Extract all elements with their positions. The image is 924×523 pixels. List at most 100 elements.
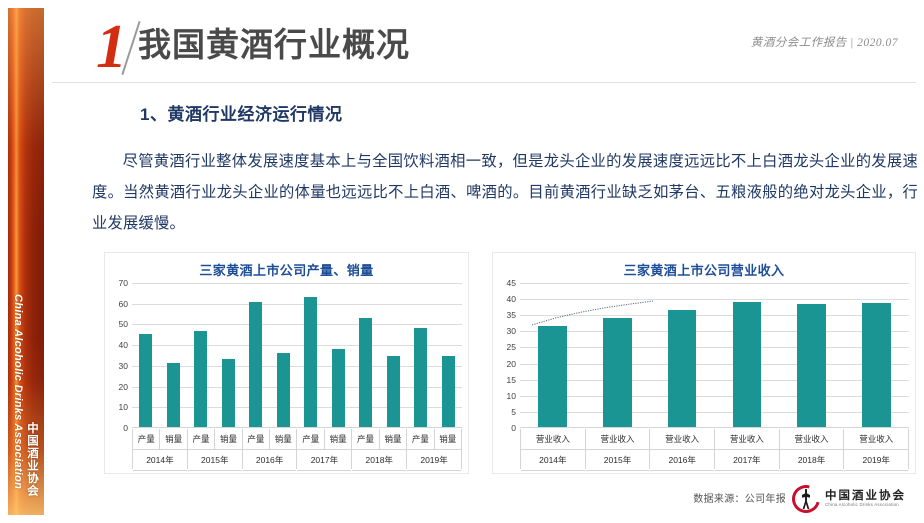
category-label: 产量 [192,434,210,444]
y-axis-tick: 0 [511,423,516,433]
bar-slot [352,283,380,427]
category-group: 营业收入 2016年 [649,429,715,471]
y-axis-tick: 25 [506,342,516,353]
y-axis-tick: 30 [506,326,516,337]
data-source-note: 数据来源：公司年报 [693,494,786,505]
y-axis-tick: 60 [118,298,128,309]
bar [602,318,632,427]
gridline [520,411,909,413]
category-group: 产量 销量 2016年 [241,429,297,471]
bar [441,355,455,427]
category-year-label: 2018年 [779,450,844,471]
bar [386,355,400,427]
gridline [132,324,462,326]
bar-slot [407,283,435,427]
logo-text-en: China Alcoholic Drinks Association [825,501,899,507]
category-group: 产量 销量 2019年 [406,429,462,471]
category-label: 产量 [247,434,265,444]
slide-header: 1 我国黄酒行业概况 黄酒分会工作报告 | 2020.07 [52,8,916,84]
category-year-label: 2016年 [242,450,297,471]
y-axis-tick: 10 [506,390,516,401]
chart-left-plot [132,283,462,428]
bar [304,296,318,427]
header-report-note: 黄酒分会工作报告 | 2020.07 [750,37,898,49]
body-paragraph: 尽管黄酒行业整体发展速度基本上与全国饮料酒相一致，但是龙头企业的发展速度远远比不… [92,153,918,232]
chart-right-title: 三家黄酒上市公司营业收入 [623,263,785,278]
y-axis-tick: 45 [506,278,516,288]
y-axis-tick: 40 [506,294,516,305]
header-divider [52,82,916,83]
bar-slot [779,283,844,427]
y-axis-tick: 10 [118,402,128,413]
association-logo: 中国酒业协会 China Alcoholic Drinks Associatio… [786,479,906,519]
category-label: 营业收入 [665,434,700,444]
y-axis-tick: 20 [118,381,128,392]
category-year-label: 2018年 [352,450,407,471]
bar [221,358,235,427]
bar-slot [520,283,585,427]
chart-left-bars [132,283,462,427]
category-group: 产量 销量 2014年 [132,429,187,471]
category-group: 产量 销量 2015年 [186,429,242,471]
bar-slot [297,283,325,427]
gridline [520,363,909,365]
bar [359,317,373,427]
bar [249,302,263,427]
association-logo-icon [786,479,826,519]
bar [862,302,891,427]
bar-slot [380,283,408,427]
gridline [132,303,462,305]
y-axis-tick: 50 [118,319,128,330]
category-label: 营业收入 [729,434,764,444]
brand-sidebar: China Alcoholic Drinks Association 中国酒业协… [8,8,44,515]
chart-right-bars [520,283,909,427]
y-axis-tick: 15 [506,374,516,385]
gridline [132,386,462,388]
y-axis-tick: 20 [506,358,516,369]
bar [139,333,153,427]
gridline [132,345,462,347]
y-axis-tick: 70 [118,278,128,288]
gridline [520,347,909,349]
category-group: 营业收入 2014年 [520,429,585,471]
section-subtitle: 1、黄酒行业经济运行情况 [140,105,343,124]
bar-slot [435,283,463,427]
category-group: 产量 销量 2018年 [351,429,407,471]
gridline [520,395,909,397]
gridline [520,315,909,317]
bar-slot [187,283,215,427]
y-axis-tick: 5 [511,406,516,417]
y-axis-tick: 40 [118,340,128,351]
category-group: 营业收入 2018年 [778,429,844,471]
chart-right-yaxis: 0 5 10 15 20 25 30 35 40 45 [493,278,519,433]
category-year-label: 2014年 [133,450,187,471]
bar-slot [585,283,650,427]
logo-text-cn: 中国酒业协会 [825,490,906,503]
category-year-label: 2017年 [715,450,779,471]
chart-right-category-strip: 营业收入 2014年 营业收入 2015年 营业收入 2016年 营业收入 2017年 营业收入… [520,429,910,471]
gridline [520,299,909,301]
category-label: 营业收入 [535,434,570,444]
gridline [132,283,462,284]
bar-slot [242,283,270,427]
category-label: 销量 [159,429,186,449]
bar-slot [215,283,243,427]
sidebar-org-en: China Alcoholic Drinks Association [12,293,24,489]
category-label: 销量 [323,429,351,449]
category-label: 销量 [378,429,406,449]
category-label: 产量 [302,434,320,444]
chart-left-title: 三家黄酒上市公司产量、销量 [199,263,374,278]
gridline [520,331,909,333]
page-title: 我国黄酒行业概况 [138,26,410,63]
category-label: 产量 [411,434,429,444]
bar [667,309,697,427]
gridline [520,283,909,284]
chart-output-sales: 三家黄酒上市公司产量、销量 0 10 20 30 40 50 60 70 产量 销量 2014年产… [104,252,469,474]
bar [732,301,762,427]
category-group: 营业收入 2015年 [584,429,650,471]
y-axis-tick: 30 [118,360,128,371]
category-year-label: 2014年 [521,450,585,471]
chart-right-plot [520,283,909,428]
bar [194,330,208,427]
